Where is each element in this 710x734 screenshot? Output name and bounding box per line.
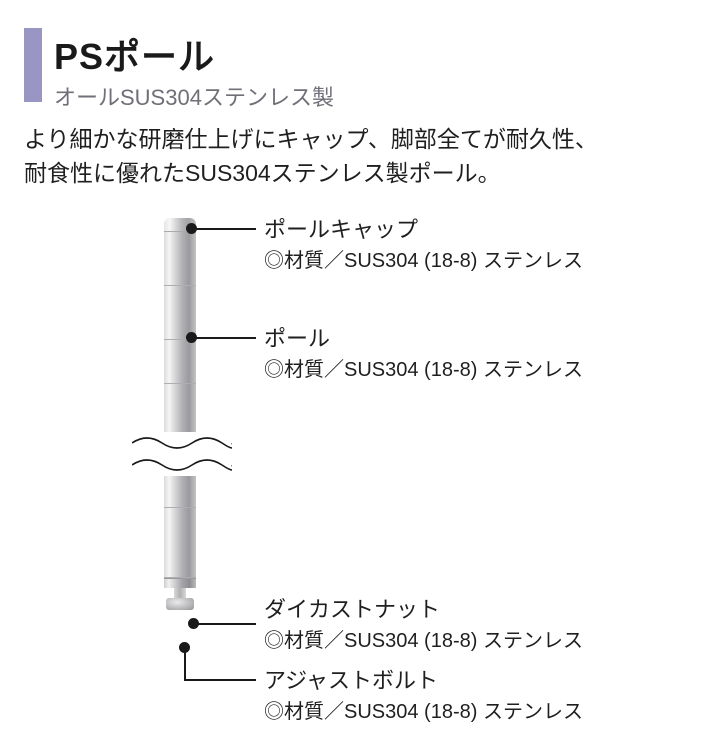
wave-icon <box>132 458 232 472</box>
page-title: PSポール <box>54 28 334 80</box>
callout-cap: ポールキャップ◎材質／SUS304 (18-8) ステンレス <box>264 212 583 273</box>
bolt-shaft-shape <box>174 588 186 598</box>
callout-name: アジャストボルト <box>264 663 583 695</box>
callout-name: ポールキャップ <box>264 212 583 244</box>
diagram-area: ポールキャップ◎材質／SUS304 (18-8) ステンレスポール◎材質／SUS… <box>24 214 686 734</box>
description-line: 耐食性に優れたSUS304ステンレス製ポール。 <box>24 156 686 190</box>
callout-name: ダイカストナット <box>264 592 583 624</box>
header: PSポール オールSUS304ステンレス製 <box>24 28 686 112</box>
continuation-break <box>132 432 232 476</box>
leader-line-pole <box>191 337 256 339</box>
pole-section <box>164 384 196 438</box>
wave-icon <box>132 436 232 450</box>
callout-material: ◎材質／SUS304 (18-8) ステンレス <box>264 244 583 273</box>
callout-bolt: アジャストボルト◎材質／SUS304 (18-8) ステンレス <box>264 663 583 724</box>
pole-section <box>164 232 196 286</box>
callout-material: ◎材質／SUS304 (18-8) ステンレス <box>264 353 583 382</box>
callout-nut: ダイカストナット◎材質／SUS304 (18-8) ステンレス <box>264 592 583 653</box>
callout-material: ◎材質／SUS304 (18-8) ステンレス <box>264 624 583 653</box>
page-subtitle: オールSUS304ステンレス製 <box>54 80 334 112</box>
leader-line-nut <box>193 623 256 625</box>
pole-illustration <box>164 218 196 610</box>
pole-section <box>164 340 196 384</box>
leader-line-bolt <box>184 679 256 681</box>
leader-line-cap <box>191 228 256 230</box>
title-block: PSポール オールSUS304ステンレス製 <box>54 28 334 112</box>
accent-bar <box>24 28 42 102</box>
bolt-foot-shape <box>166 598 194 610</box>
leader-vertical-bolt <box>184 647 186 679</box>
pole-section <box>164 508 196 578</box>
diecast-nut-shape <box>164 578 196 588</box>
callout-pole: ポール◎材質／SUS304 (18-8) ステンレス <box>264 321 583 382</box>
description: より細かな研磨仕上げにキャップ、脚部全てが耐久性、 耐食性に優れたSUS304ス… <box>24 122 686 190</box>
callout-name: ポール <box>264 321 583 353</box>
description-line: より細かな研磨仕上げにキャップ、脚部全てが耐久性、 <box>24 122 686 156</box>
